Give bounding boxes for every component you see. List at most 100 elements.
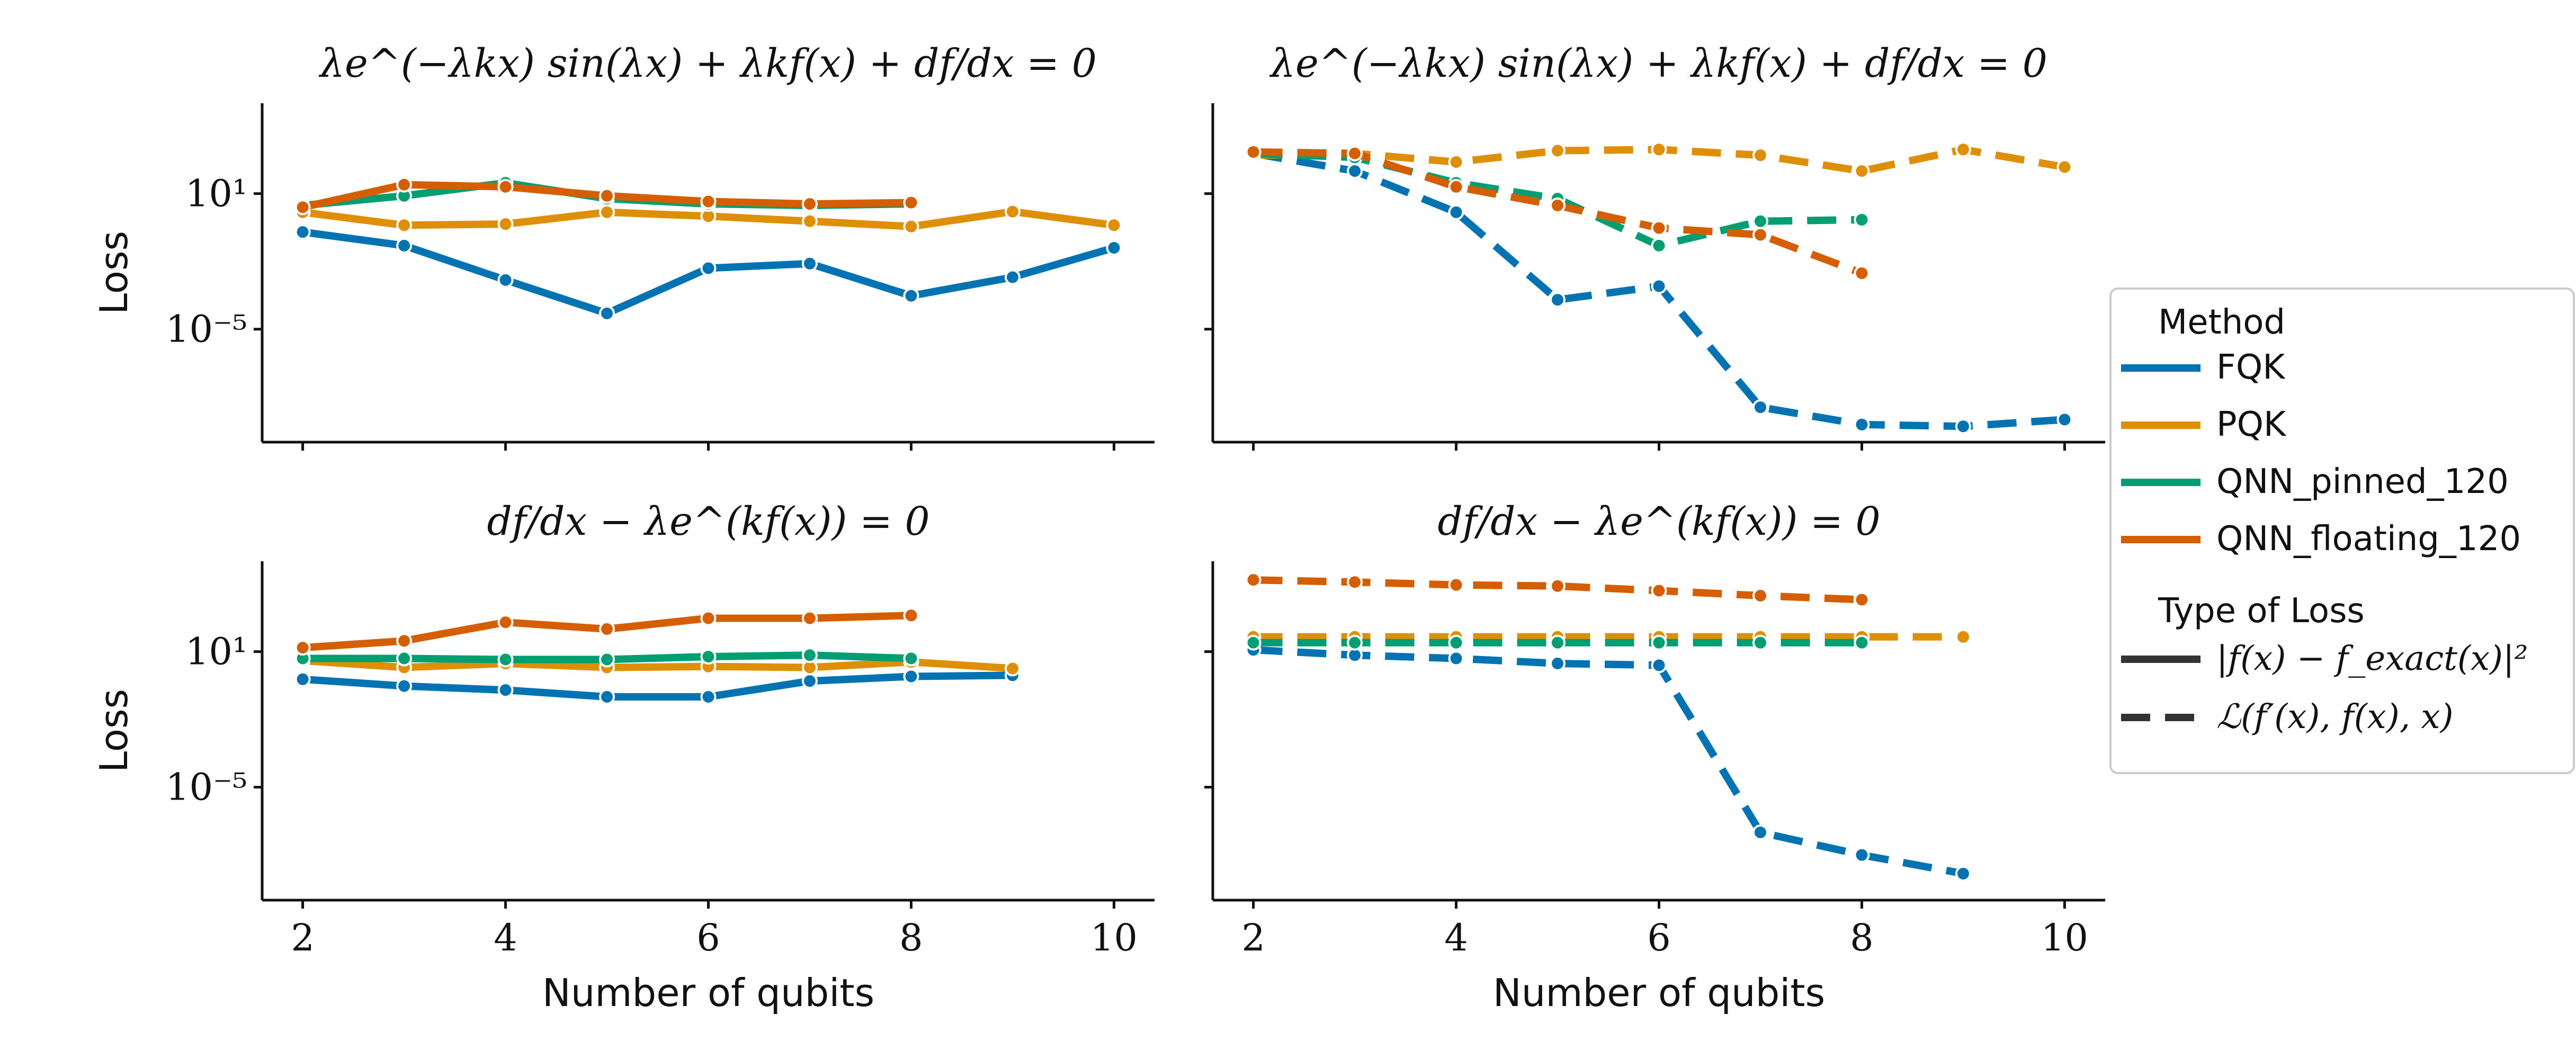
subplot-title: λe^(−λkx) sin(λx) + λkf(x) + df/dx = 0 <box>318 41 1097 86</box>
subplot-2: λe^(−λkx) sin(λx) + λkf(x) + df/dx = 0 <box>1204 41 2105 451</box>
data-point-FQK <box>294 224 311 240</box>
legend-method-entries: FQK PQK QNN_pinned_120 QNN_floating_120 <box>2121 348 2521 559</box>
data-point-FQK <box>1106 239 1122 256</box>
data-point-PQK <box>1004 203 1021 220</box>
x-tick-label: 6 <box>1647 916 1671 959</box>
series-line-FQK <box>1253 646 1964 877</box>
y-tick-label: 10¹ <box>185 172 247 216</box>
data-point-PQK <box>1955 141 1971 158</box>
data-point-FQK <box>2056 411 2073 428</box>
legend-label-dashed: ℒ(f′(x), f(x), x) <box>2216 697 2453 737</box>
data-point-QNN_pinned_120 <box>599 651 615 668</box>
data-point-QNN_pinned_120 <box>497 651 514 668</box>
data-point-QNN_pinned_120 <box>396 650 413 667</box>
data-point-QNN_pinned_120 <box>1347 634 1363 651</box>
data-point-QNN_pinned_120 <box>1550 634 1566 651</box>
data-point-PQK <box>801 213 818 229</box>
data-point-PQK <box>1106 217 1122 234</box>
x-tick-label: 2 <box>1241 916 1265 959</box>
data-point-PQK <box>903 218 919 235</box>
data-point-FQK <box>1347 163 1363 179</box>
data-point-PQK <box>1004 660 1021 677</box>
data-point-FQK <box>903 668 919 685</box>
data-point-QNN_floating_120 <box>700 193 717 210</box>
x-tick-label: 8 <box>899 916 923 959</box>
data-point-FQK <box>599 305 615 321</box>
data-point-FQK <box>1448 204 1464 220</box>
data-point-QNN_floating_120 <box>294 640 311 656</box>
series-line-FQK <box>302 671 1013 701</box>
data-point-PQK <box>1448 154 1464 170</box>
data-point-QNN_floating_120 <box>700 610 717 626</box>
subplot-4: df/dx − λe^(kf(x)) = 0 2 4 6 8 10 Number of qu… <box>1204 499 2105 1015</box>
data-point-FQK <box>903 288 919 304</box>
subplot-title: df/dx − λe^(kf(x)) = 0 <box>1437 499 1880 544</box>
legend-label-QNN_pinned_120: QNN_pinned_120 <box>2216 462 2509 501</box>
legend-frame <box>2109 288 2575 774</box>
data-point-QNN_floating_120 <box>1245 572 1262 588</box>
data-point-QNN_floating_120 <box>497 614 514 631</box>
x-tick-label: 10 <box>1090 916 1138 959</box>
data-point-QNN_pinned_120 <box>1651 634 1667 651</box>
data-point-QNN_floating_120 <box>801 196 818 212</box>
data-point-QNN_floating_120 <box>1347 574 1363 590</box>
data-point-PQK <box>2056 159 2073 175</box>
data-point-FQK <box>1752 399 1768 416</box>
y-tick-label: 10⁻⁵ <box>166 766 247 809</box>
data-point-QNN_floating_120 <box>1448 178 1464 195</box>
data-point-QNN_floating_120 <box>396 633 413 649</box>
data-point-FQK <box>801 673 818 689</box>
subplot-title: df/dx − λe^(kf(x)) = 0 <box>487 499 929 544</box>
data-point-FQK <box>497 272 514 288</box>
data-point-FQK <box>700 260 717 276</box>
data-point-FQK <box>1955 865 1971 882</box>
data-point-FQK <box>700 689 717 705</box>
data-point-FQK <box>1651 278 1667 294</box>
data-point-FQK <box>1004 269 1021 285</box>
data-point-QNN_floating_120 <box>1752 587 1768 604</box>
data-point-FQK <box>1550 292 1566 308</box>
data-point-QNN_floating_120 <box>1245 143 1262 160</box>
data-point-QNN_pinned_120 <box>1854 634 1870 651</box>
data-point-FQK <box>1854 847 1870 863</box>
x-tick-label: 8 <box>1850 916 1874 959</box>
x-tick-label: 10 <box>2041 916 2088 959</box>
data-point-FQK <box>1955 418 1971 435</box>
data-point-QNN_floating_120 <box>1550 578 1566 594</box>
data-point-FQK <box>1854 416 1870 433</box>
data-point-PQK <box>1651 141 1667 158</box>
data-point-QNN_floating_120 <box>497 178 514 195</box>
data-point-QNN_pinned_120 <box>801 647 818 663</box>
data-point-FQK <box>1550 655 1566 671</box>
data-point-PQK <box>396 217 413 234</box>
data-point-PQK <box>1550 142 1566 159</box>
data-point-QNN_floating_120 <box>1651 220 1667 236</box>
data-point-QNN_floating_120 <box>599 621 615 637</box>
y-tick-label: 10⁻⁵ <box>166 308 247 351</box>
data-point-QNN_floating_120 <box>1854 265 1870 281</box>
x-axis-label: Number of qubits <box>542 971 874 1015</box>
legend-label-QNN_floating_120: QNN_floating_120 <box>2216 519 2521 559</box>
data-point-QNN_floating_120 <box>903 194 919 211</box>
data-point-QNN_floating_120 <box>903 607 919 624</box>
data-point-QNN_floating_120 <box>396 176 413 193</box>
y-axis-label: Loss <box>92 231 136 315</box>
data-point-QNN_pinned_120 <box>1752 634 1768 651</box>
y-axis-label: Loss <box>92 689 136 773</box>
subplot-3: df/dx − λe^(kf(x)) = 0 10¹ 10⁻⁵ 2 4 6 8 10 Loss N… <box>92 499 1155 1015</box>
legend-label-FQK: FQK <box>2216 348 2286 387</box>
x-tick-label: 4 <box>494 916 517 959</box>
series-line-PQK <box>302 657 1013 672</box>
data-point-FQK <box>497 682 514 698</box>
data-point-QNN_pinned_120 <box>1752 213 1768 229</box>
data-point-FQK <box>599 689 615 705</box>
data-point-FQK <box>1752 824 1768 840</box>
data-point-QNN_pinned_120 <box>903 650 919 667</box>
legend-label-solid: |f(x) − f_exact(x)|² <box>2216 639 2528 678</box>
subplot-1: λe^(−λkx) sin(λx) + λkf(x) + df/dx = 0 10… <box>92 41 1155 451</box>
data-point-FQK <box>1448 650 1464 667</box>
data-point-FQK <box>396 678 413 694</box>
data-point-QNN_floating_120 <box>1752 227 1768 243</box>
y-tick-label: 10¹ <box>185 630 247 674</box>
data-point-QNN_floating_120 <box>294 199 311 216</box>
